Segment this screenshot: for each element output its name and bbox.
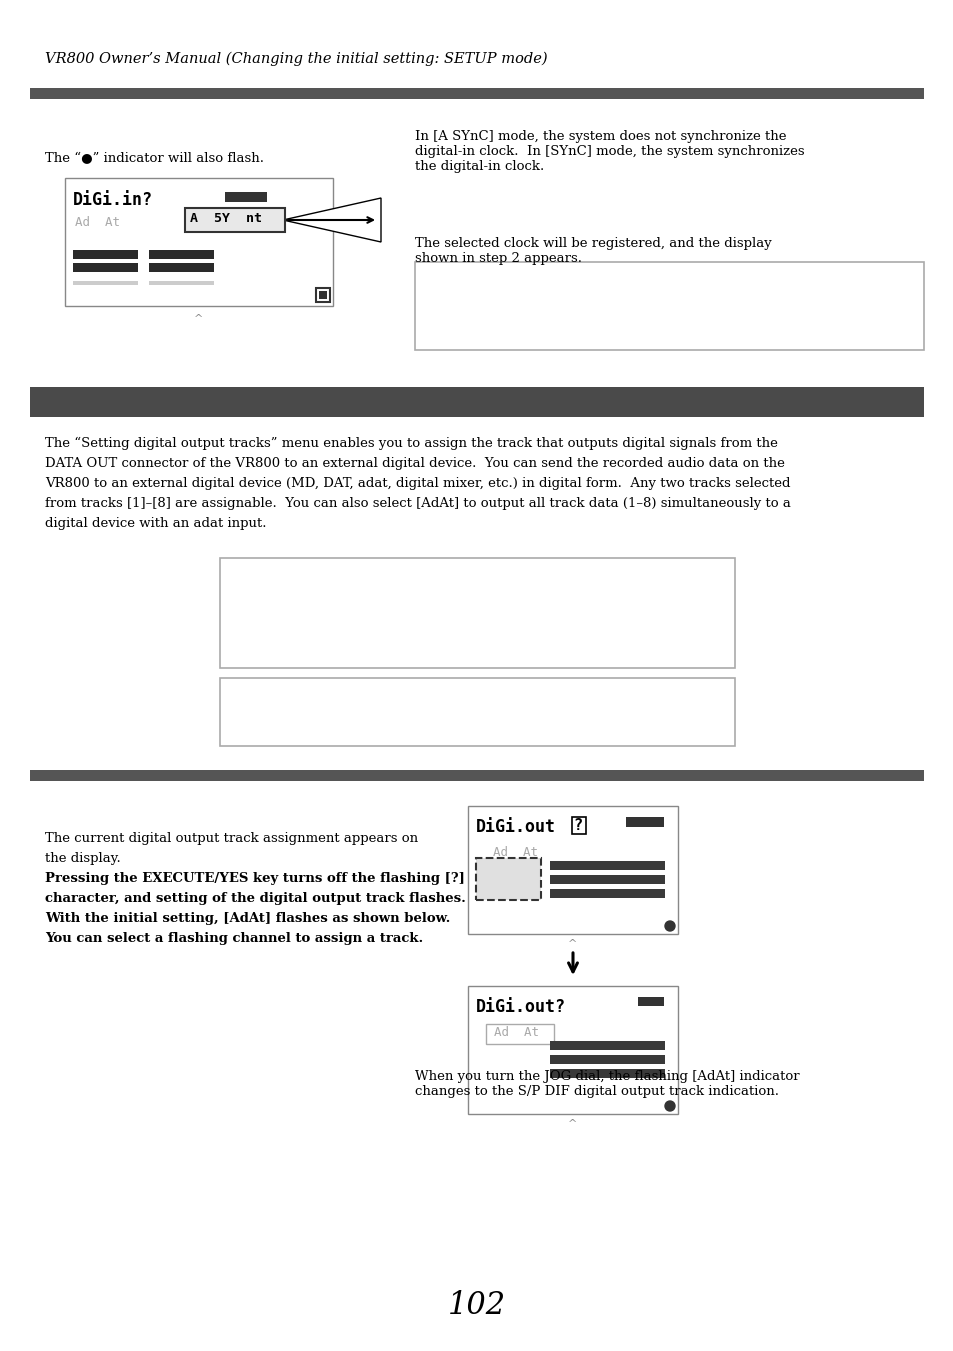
- Bar: [638, 997, 663, 1006]
- Text: A  5Y  nt: A 5Y nt: [190, 212, 262, 226]
- Text: 102: 102: [448, 1290, 505, 1321]
- Bar: [220, 558, 734, 667]
- Text: DiGi.out?: DiGi.out?: [476, 998, 565, 1016]
- Bar: [149, 281, 213, 285]
- Bar: [468, 986, 678, 1115]
- Text: ^: ^: [568, 939, 578, 948]
- Bar: [73, 250, 138, 259]
- Bar: [225, 192, 267, 203]
- Polygon shape: [283, 199, 380, 242]
- Bar: [65, 178, 333, 305]
- Bar: [30, 770, 923, 781]
- Bar: [73, 263, 138, 272]
- Text: With the initial setting, [AdAt] flashes as shown below.: With the initial setting, [AdAt] flashes…: [45, 912, 450, 925]
- Bar: [30, 386, 923, 417]
- Text: VR800 Owner’s Manual (Changing the initial setting: SETUP mode): VR800 Owner’s Manual (Changing the initi…: [45, 51, 547, 66]
- Bar: [315, 288, 330, 303]
- Bar: [625, 817, 663, 827]
- Bar: [415, 262, 923, 350]
- Bar: [185, 208, 285, 232]
- Bar: [73, 281, 138, 285]
- Text: In [A SYnC] mode, the system does not synchronize the
digital-in clock.  In [SYn: In [A SYnC] mode, the system does not sy…: [415, 130, 803, 173]
- Text: character, and setting of the digital output track flashes.: character, and setting of the digital ou…: [45, 892, 465, 905]
- Bar: [485, 1024, 554, 1044]
- Circle shape: [664, 1101, 675, 1111]
- Bar: [149, 250, 213, 259]
- Bar: [550, 889, 664, 898]
- Bar: [220, 678, 734, 746]
- Text: The selected clock will be registered, and the display
shown in step 2 appears.: The selected clock will be registered, a…: [415, 236, 771, 265]
- Circle shape: [664, 921, 675, 931]
- Text: from tracks [1]–[8] are assignable.  You can also select [AdAt] to output all tr: from tracks [1]–[8] are assignable. You …: [45, 497, 790, 509]
- Text: Ad  At: Ad At: [75, 216, 120, 230]
- Text: Pressing the EXECUTE/YES key turns off the flashing [?]: Pressing the EXECUTE/YES key turns off t…: [45, 871, 464, 885]
- Bar: [550, 861, 664, 870]
- Text: DiGi.out: DiGi.out: [476, 817, 556, 836]
- Text: the display.: the display.: [45, 852, 121, 865]
- Bar: [572, 817, 585, 834]
- Bar: [550, 1055, 664, 1065]
- Bar: [550, 1042, 664, 1050]
- Text: The “Setting digital output tracks” menu enables you to assign the track that ou: The “Setting digital output tracks” menu…: [45, 436, 777, 450]
- Text: ?: ?: [573, 817, 581, 834]
- Text: When you turn the JOG dial, the flashing [AdAt] indicator
changes to the S/P DIF: When you turn the JOG dial, the flashing…: [415, 1070, 799, 1098]
- Text: ^: ^: [568, 1119, 578, 1129]
- Text: digital device with an adat input.: digital device with an adat input.: [45, 517, 266, 530]
- Text: The “●” indicator will also flash.: The “●” indicator will also flash.: [45, 153, 264, 165]
- Text: Ad  At: Ad At: [493, 846, 537, 859]
- Text: Ad  At: Ad At: [494, 1025, 538, 1039]
- Bar: [550, 1069, 664, 1078]
- Text: The current digital output track assignment appears on: The current digital output track assignm…: [45, 832, 417, 844]
- Bar: [476, 858, 540, 900]
- Bar: [550, 875, 664, 884]
- Text: VR800 to an external digital device (MD, DAT, adat, digital mixer, etc.) in digi: VR800 to an external digital device (MD,…: [45, 477, 790, 490]
- Text: DATA OUT connector of the VR800 to an external digital device.  You can send the: DATA OUT connector of the VR800 to an ex…: [45, 457, 784, 470]
- Bar: [30, 88, 923, 99]
- Text: ^: ^: [193, 313, 203, 324]
- Text: You can select a flashing channel to assign a track.: You can select a flashing channel to ass…: [45, 932, 423, 944]
- Text: DiGi.in?: DiGi.in?: [73, 190, 152, 209]
- Bar: [149, 263, 213, 272]
- Bar: [468, 807, 678, 934]
- Bar: [318, 290, 327, 299]
